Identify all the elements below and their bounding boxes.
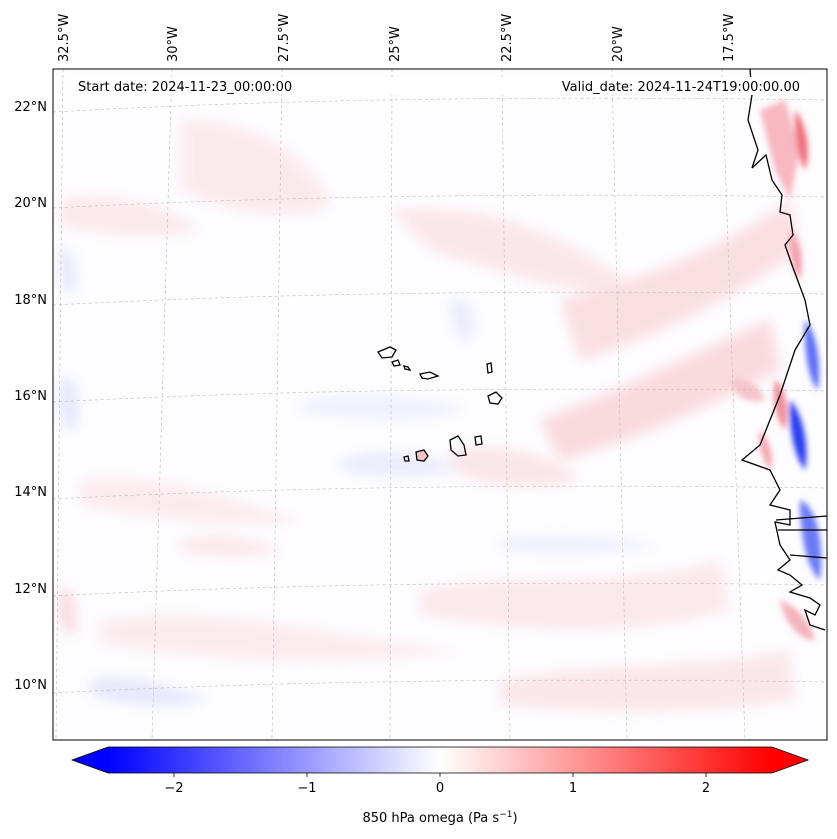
colorbar-extend-low: [72, 747, 108, 773]
valid-date-label: Valid_date: 2024-11-24T19:00:00.00: [562, 80, 800, 95]
lon-label: 22.5°W: [500, 14, 515, 62]
lon-label: 17.5°W: [722, 14, 737, 62]
lon-label: 32.5°W: [57, 14, 72, 62]
header-band: [72, 77, 808, 95]
latitude-labels: 22°N 20°N 18°N 16°N 14°N 12°N 10°N: [14, 100, 47, 693]
lat-label: 14°N: [14, 485, 47, 500]
colorbar-tick-label: 1: [569, 781, 577, 796]
lat-label: 12°N: [14, 582, 47, 597]
fogo-island: [415, 449, 429, 462]
lon-label: 27.5°W: [277, 14, 292, 62]
colorbar-extend-high: [772, 747, 808, 773]
lon-label: 30°W: [166, 26, 181, 62]
colorbar-units: Pa s: [473, 811, 499, 826]
colorbar-outline: [70, 746, 810, 774]
colorbar-tick-label: 0: [436, 781, 444, 796]
colorbar-gradient: [108, 747, 772, 773]
santiago-island: [449, 435, 467, 457]
africa-coastline: [740, 69, 826, 631]
santo-antao-island: [377, 346, 397, 359]
santa-luzia-island: [403, 365, 412, 371]
lat-label: 18°N: [14, 293, 47, 308]
lat-label: 10°N: [14, 678, 47, 693]
lat-label: 22°N: [14, 100, 47, 115]
lon-label: 25°W: [388, 26, 403, 62]
colorbar: −2 −1 0 1 2 850 hPa omega (Pa s−1): [70, 746, 810, 826]
colorbar-tick-label: 2: [702, 781, 710, 796]
map-area: [53, 69, 827, 740]
colorbar-label: 850 hPa omega (Pa s−1): [362, 810, 517, 826]
boa-vista-island: [487, 391, 503, 405]
lon-label: 20°W: [611, 26, 626, 62]
lat-label: 16°N: [14, 389, 47, 404]
longitude-labels: 32.5°W 30°W 27.5°W 25°W 22.5°W 20°W 17.5…: [57, 14, 737, 62]
sao-nicolau-island: [419, 371, 440, 380]
sao-vicente-island: [391, 359, 401, 367]
colorbar-units-exponent: −1: [499, 810, 512, 820]
map-frame: [52, 68, 828, 741]
cape-verde-islands: [377, 346, 503, 462]
colorbar-tick-label: −2: [164, 781, 183, 796]
coastline: [740, 69, 827, 631]
lat-label: 20°N: [14, 196, 47, 211]
maio-island: [474, 435, 483, 446]
colorbar-tick-label: −1: [297, 781, 316, 796]
sal-island: [486, 362, 493, 374]
brava-island: [403, 455, 410, 462]
colorbar-variable: 850 hPa omega: [362, 811, 463, 826]
graticule: [53, 69, 827, 740]
start-date-label: Start date: 2024-11-23_00:00:00: [78, 80, 292, 95]
omega-field: [58, 100, 822, 712]
